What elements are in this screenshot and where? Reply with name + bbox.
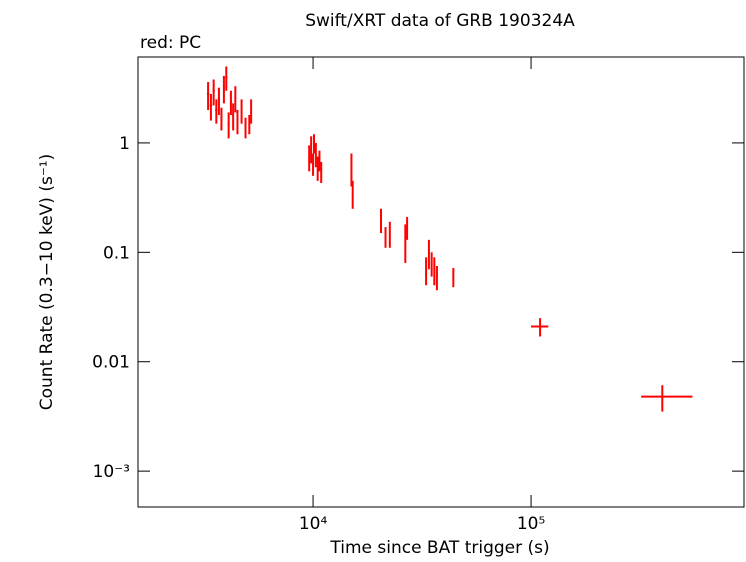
x-tick-label: 10⁴ — [299, 514, 328, 534]
chart-title: Swift/XRT data of GRB 190324A — [305, 11, 575, 31]
x-axis-label: Time since BAT trigger (s) — [329, 538, 549, 558]
x-tick-label: 10⁵ — [517, 514, 545, 534]
annotation: red: PC — [140, 33, 201, 53]
y-tick-label: 10⁻³ — [93, 462, 130, 482]
plot-frame — [137, 56, 745, 508]
y-tick-label: 0.01 — [92, 353, 130, 373]
y-tick-label: 0.1 — [103, 243, 130, 263]
y-axis-label: Count Rate (0.3−10 keV) (s⁻¹) — [37, 154, 57, 411]
y-tick-label: 1 — [119, 134, 130, 154]
